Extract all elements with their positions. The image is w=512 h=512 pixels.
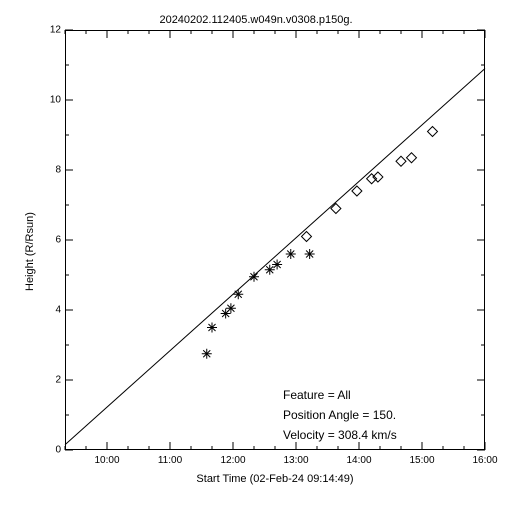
y-tick-label: 12 — [43, 25, 61, 36]
y-tick-label: 10 — [43, 95, 61, 106]
x-tick-label: 14:00 — [346, 455, 371, 466]
x-tick-label: 11:00 — [158, 455, 182, 466]
x-tick-label: 16:00 — [472, 455, 497, 466]
x-tick-label: 15:00 — [409, 455, 434, 466]
chart-svg — [0, 0, 512, 512]
x-tick-label: 12:00 — [220, 455, 245, 466]
x-tick-label: 13:00 — [283, 455, 308, 466]
y-tick-label: 8 — [43, 165, 61, 176]
x-tick-label: 10:00 — [94, 455, 119, 466]
y-tick-label: 6 — [43, 235, 61, 246]
y-tick-label: 0 — [43, 445, 61, 456]
y-tick-label: 2 — [43, 375, 61, 386]
y-tick-label: 4 — [43, 305, 61, 316]
